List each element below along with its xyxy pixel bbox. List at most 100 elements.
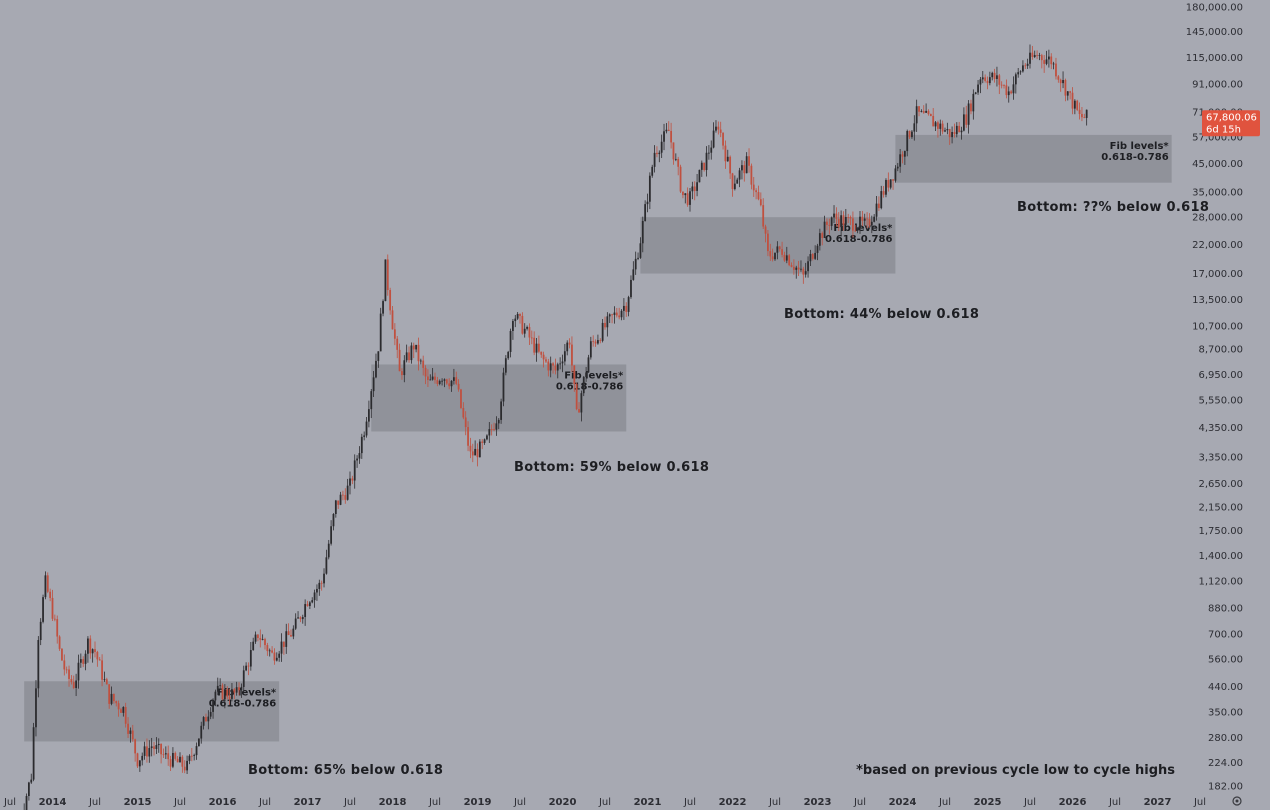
candle-body — [141, 755, 144, 761]
settings-gear-icon[interactable] — [1232, 796, 1242, 806]
candle-body — [1050, 56, 1053, 65]
candle-body — [1059, 79, 1062, 84]
candle-body — [601, 322, 604, 341]
candle-body — [519, 313, 521, 316]
candle-body — [750, 165, 753, 185]
candle-body — [686, 193, 689, 205]
candle-body — [776, 246, 779, 253]
candle-body — [360, 436, 363, 454]
candle-body — [715, 126, 717, 131]
y-tick-label: 28,000.00 — [1192, 213, 1243, 224]
candle-body — [87, 638, 89, 654]
y-tick-label: 91,000.00 — [1192, 80, 1243, 91]
y-tick-label: 880.00 — [1208, 603, 1243, 614]
candle-body — [1033, 54, 1036, 57]
candle-body — [710, 147, 713, 153]
candle-body — [842, 215, 845, 225]
candle-body — [58, 636, 61, 649]
candle-body — [500, 401, 503, 420]
candle-body — [514, 318, 517, 322]
candle-body — [741, 165, 743, 171]
candle-body — [292, 628, 295, 637]
candle-body — [223, 689, 226, 700]
candle-body — [476, 448, 479, 458]
candle-body — [398, 349, 401, 372]
candle-body — [991, 72, 994, 78]
candle-body — [358, 453, 361, 459]
y-tick-label: 45,000.00 — [1192, 159, 1243, 170]
y-tick-label: 4,350.00 — [1198, 423, 1243, 434]
x-tick-label: 2024 — [889, 797, 917, 808]
candle-body — [854, 230, 857, 232]
candle-body — [495, 423, 498, 430]
candle-body — [582, 376, 585, 394]
candle-body — [1031, 52, 1034, 57]
candle-body — [613, 312, 616, 315]
candle-body — [25, 795, 28, 810]
candle-body — [896, 166, 899, 169]
candle-body — [200, 725, 203, 739]
fib-zone-range: 0.618-0.786 — [825, 234, 892, 245]
candle-body — [941, 123, 944, 132]
x-tick-label: Jul — [598, 797, 611, 808]
candle-body — [342, 494, 344, 496]
candle-body — [840, 215, 843, 228]
candle-body — [800, 268, 802, 270]
candle-body — [1062, 80, 1064, 84]
candle-body — [157, 743, 160, 746]
candle-body — [866, 218, 868, 220]
candle-body — [311, 600, 314, 603]
candle-body — [1043, 60, 1046, 64]
candle-body — [1014, 74, 1017, 85]
candle-body — [382, 301, 384, 314]
fib-zone-4 — [895, 134, 1172, 183]
candle-body — [700, 162, 703, 170]
current-price-tag — [1202, 110, 1260, 137]
candle-body — [559, 363, 562, 365]
candle-body — [1083, 117, 1086, 119]
candle-body — [632, 269, 635, 280]
y-tick-label: 3,350.00 — [1198, 453, 1243, 464]
candle-body — [462, 407, 465, 418]
candle-body — [1055, 63, 1057, 77]
candle-body — [844, 216, 847, 225]
y-tick-label: 1,750.00 — [1198, 526, 1243, 537]
candle-body — [162, 754, 165, 756]
candle-body — [471, 451, 474, 456]
candle-body — [693, 186, 696, 191]
candle-body — [795, 267, 798, 270]
candle-body — [778, 246, 781, 250]
y-tick-label: 10,700.00 — [1192, 321, 1243, 332]
candle-body — [691, 186, 694, 192]
candle-body — [386, 259, 389, 291]
x-tick-label: Jul — [1108, 797, 1121, 808]
candle-body — [332, 513, 335, 527]
candle-body — [375, 360, 377, 378]
candle-body — [979, 79, 982, 85]
candle-body — [625, 305, 628, 312]
candle-body — [646, 201, 649, 205]
candle-body — [134, 739, 137, 754]
candle-body — [417, 344, 420, 362]
candle-body — [131, 730, 134, 740]
candle-body — [37, 640, 40, 689]
candle-body — [719, 129, 722, 133]
candle-body — [313, 592, 316, 601]
candle-body — [821, 233, 824, 238]
y-tick-label: 35,000.00 — [1192, 187, 1243, 198]
candle-body — [179, 756, 181, 763]
candle-body — [993, 72, 996, 79]
candle-body — [507, 351, 510, 359]
candle-body — [946, 129, 949, 131]
candle-body — [337, 500, 340, 505]
candle-body — [830, 217, 833, 226]
candle-body — [68, 669, 70, 679]
candle-body — [221, 685, 224, 700]
candle-body — [849, 217, 852, 219]
candle-body — [183, 766, 186, 771]
candle-body — [49, 591, 52, 598]
candle-body — [271, 650, 273, 653]
candle-body — [424, 367, 427, 377]
candle-body — [568, 342, 571, 345]
candle-body — [429, 379, 432, 381]
